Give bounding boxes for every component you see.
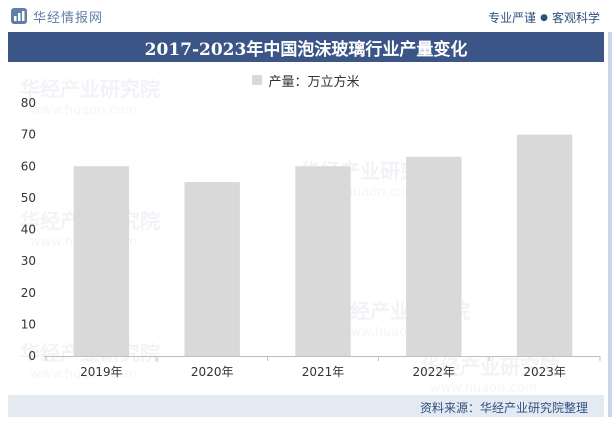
brand-logo-icon <box>11 8 27 24</box>
bar <box>184 182 240 356</box>
bar <box>406 156 462 356</box>
x-tick-label: 2021年 <box>302 365 345 379</box>
y-tick-label: 30 <box>21 254 36 268</box>
top-bar: 华经情报网 专业严谨 ● 客观科学 <box>0 0 612 32</box>
chart: 华经产业研究院 www.huaon.com 华经产业研究院 www.huaon.com… <box>20 77 601 395</box>
x-tick-label: 2019年 <box>80 365 123 379</box>
watermark-url: www.huaon.com <box>30 367 137 382</box>
y-tick-label: 70 <box>21 128 36 142</box>
x-tick-label: 2023年 <box>523 365 566 379</box>
y-tick-label: 20 <box>21 286 36 300</box>
watermark-cn: 华经产业研究院 <box>20 77 160 101</box>
x-tick-label: 2022年 <box>413 365 456 379</box>
slogan: 专业严谨 ● 客观科学 <box>488 9 600 26</box>
bars <box>73 134 573 356</box>
y-axis: 0 10 20 30 40 50 60 70 80 <box>21 96 36 363</box>
watermark-url: www.huaon.com <box>430 381 537 395</box>
bar <box>295 166 351 356</box>
source-note: 资料来源：华经产业研究院整理 <box>419 401 588 415</box>
y-tick-label: 60 <box>21 159 36 173</box>
y-tick-label: 50 <box>21 191 36 205</box>
x-axis: 2019年 2020年 2021年 2022年 2023年 <box>45 356 601 379</box>
x-tick-label: 2020年 <box>191 365 234 379</box>
legend-label: 产量：万立方米 <box>268 74 360 90</box>
slogan-left: 专业严谨 <box>488 11 537 25</box>
legend-swatch <box>252 75 263 85</box>
bar <box>516 134 573 356</box>
watermark-cn: 华经产业研究院 <box>420 355 560 379</box>
chart-title: 2017-2023年中国泡沫玻璃行业产量变化 <box>144 39 468 60</box>
y-tick-label: 10 <box>21 317 36 331</box>
slogan-dot-icon: ● <box>540 12 548 23</box>
bar <box>73 166 130 356</box>
slogan-right: 客观科学 <box>551 11 600 25</box>
brand[interactable]: 华经情报网 <box>10 7 104 26</box>
footer-bar: 资料来源：华经产业研究院整理 <box>8 395 604 417</box>
y-tick-label: 40 <box>21 223 36 237</box>
y-tick-label: 0 <box>28 349 36 363</box>
brand-name: 华经情报网 <box>33 10 104 26</box>
y-tick-label: 80 <box>21 96 36 110</box>
legend: 产量：万立方米 <box>0 70 612 90</box>
side-accent <box>608 32 612 417</box>
watermark-url: www.huaon.com <box>30 103 137 118</box>
title-bar: 2017-2023年中国泡沫玻璃行业产量变化 <box>8 32 604 62</box>
